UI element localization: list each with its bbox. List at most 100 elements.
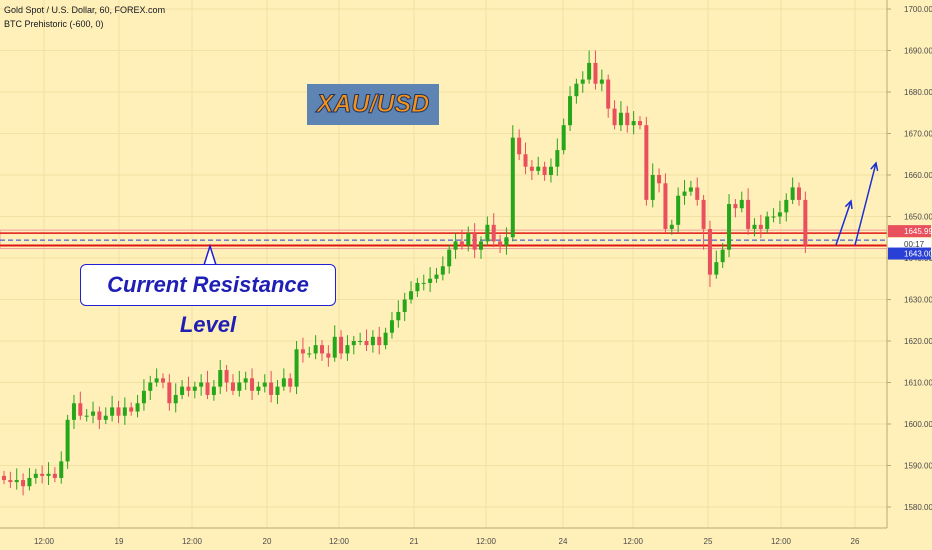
candle-body [784,199,789,213]
candle-body [40,473,45,476]
candle-body [421,282,426,284]
candle-body [320,345,324,354]
projection-arrow-2-head [870,161,879,171]
candle-body [33,473,38,478]
price-tick-label: 1620.00 [904,337,932,346]
candle-body [612,108,617,126]
price-tick-label: 1630.00 [904,296,932,305]
time-tick-label: 12:00 [476,537,497,546]
candle-body [797,187,801,200]
candle-body [122,407,127,416]
candle-body [52,473,57,478]
price-tick-label: 1590.00 [904,462,932,471]
candle-body [269,382,274,395]
time-tick-label: 21 [410,537,419,546]
candle-body [529,166,534,171]
candle-body [91,411,96,416]
price-tag-lower-text: 1643.00 [904,250,932,259]
candle-body [479,241,483,250]
candle-body [720,249,725,263]
candle-body [370,336,375,346]
candle-body [294,349,299,387]
candle-body [21,480,26,487]
candle-body [727,204,732,250]
projection-arrow-1-shaft [835,200,852,246]
time-tick-label: 26 [851,537,860,546]
candle-body [663,183,668,229]
candle-body [638,121,642,126]
candle-body [574,83,579,97]
price-tag-lower-bg [888,247,931,260]
time-tick-label: 12:00 [182,537,203,546]
candle-body [765,216,770,229]
candle-body [116,407,121,416]
candle-body [631,121,636,126]
candle-body [599,79,604,84]
candle-body [192,386,197,391]
candle-body [307,353,312,355]
candle-body [148,382,153,391]
candle-body [472,233,477,250]
candle-body [237,382,242,391]
candle-body [173,394,178,404]
candle-body [707,228,712,275]
candle-body [97,411,102,420]
candle-body [396,311,401,321]
candle-body [46,473,51,476]
candle-body [688,187,693,192]
candle-body [141,390,146,404]
price-tick-label: 1610.00 [904,379,932,388]
candle-body [243,378,248,383]
candle-body [129,407,134,412]
price-tag-upper-text: 1645.99 [904,227,932,236]
time-tick-label: 19 [115,537,124,546]
time-tick-label: 12:00 [329,537,350,546]
candle-body [453,241,458,250]
candle-body [332,336,337,358]
candle-body [548,166,553,175]
candle-body [135,403,140,412]
candle-body [790,187,795,200]
candle-body [383,332,388,346]
candle-body [230,382,235,391]
candle-body [517,137,522,155]
candle-body [440,266,445,275]
candle-body [78,403,83,416]
candle-body [205,382,210,395]
resistance-callout-text: Current Resistance Level [107,272,309,337]
candle-body [682,191,687,196]
candle-body [491,224,496,242]
candle-body [650,175,655,200]
candle-body [676,195,681,225]
candle-body [154,378,159,383]
candle-body [186,386,191,391]
price-tag-countdown-bg [888,238,931,251]
candle-body [281,378,286,387]
projection-arrow-2-shaft [854,162,877,246]
candle-body [313,345,318,354]
candle-body [358,341,363,342]
candle-body [199,382,204,387]
candle-body [657,175,662,184]
candle-body [447,249,452,267]
candle-body [65,419,70,462]
candle-body [593,62,598,84]
candle-body [262,382,267,387]
candle-body [587,62,592,80]
candle-body [275,386,280,395]
candle-body [402,299,407,312]
candle-body [523,154,528,167]
candle-body [752,224,757,229]
candle-body [498,241,503,246]
candle-body [288,378,293,387]
legend-indicator[interactable]: BTC Prehistoric (-600, 0) [4,19,104,29]
time-tick-label: 24 [559,537,568,546]
candle-body [59,461,64,478]
candle-body [167,382,172,404]
legend-symbol[interactable]: Gold Spot / U.S. Dollar, 60, FOREX.com [4,5,166,15]
candle-body [695,187,700,200]
candle-body [8,480,13,483]
time-tick-label: 12:00 [771,537,792,546]
candle-body [256,386,261,391]
candle-body [771,216,776,218]
